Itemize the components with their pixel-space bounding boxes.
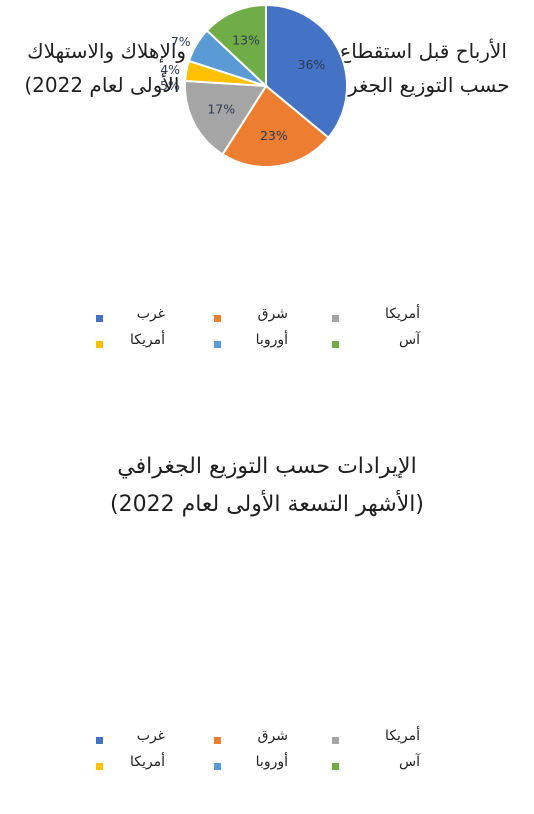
legend-swatch bbox=[214, 737, 221, 744]
revenue-chart: الإيرادات حسب التوزيع الجغرافي (الأشهر ا… bbox=[0, 440, 534, 814]
data-label: 5% bbox=[160, 78, 180, 93]
legend-label: آس bbox=[399, 754, 420, 770]
legend-label: أمريكا bbox=[384, 728, 420, 744]
revenue-legend: غرب شرق أمريكا أمريكا أوروبا آس bbox=[0, 722, 534, 782]
legend-label: أمريكا bbox=[129, 754, 165, 770]
data-label: 13% bbox=[232, 32, 260, 47]
legend-swatch bbox=[96, 737, 103, 744]
legend-label: أوروبا bbox=[255, 332, 288, 348]
legend-swatch bbox=[214, 341, 221, 348]
legend-swatch bbox=[96, 763, 103, 770]
chart-title: الإيرادات حسب التوزيع الجغرافي (الأشهر ا… bbox=[0, 440, 534, 524]
data-label: 36% bbox=[298, 57, 326, 72]
title-line-1: الإيرادات حسب التوزيع الجغرافي bbox=[117, 454, 417, 479]
pie-slice bbox=[221, 84, 330, 168]
legend-label: آس bbox=[399, 332, 420, 348]
legend-swatch bbox=[96, 341, 103, 348]
legend-label: أمريكا bbox=[384, 306, 420, 322]
pie-slice bbox=[205, 3, 267, 89]
data-label: 7% bbox=[171, 34, 191, 49]
pie-slice bbox=[265, 3, 348, 140]
legend-label: شرق bbox=[257, 728, 288, 744]
legend-swatch bbox=[332, 737, 339, 744]
legend-swatch bbox=[96, 315, 103, 322]
legend-swatch bbox=[214, 763, 221, 770]
data-label: 17% bbox=[207, 101, 235, 116]
legend-swatch bbox=[332, 341, 339, 348]
data-label: 4% bbox=[160, 62, 180, 77]
legend-label: غرب bbox=[136, 306, 165, 322]
revenue-pie: 36% 23% 17% 4% 7% 13% bbox=[160, 3, 348, 168]
legend-swatch bbox=[332, 763, 339, 770]
legend-label: شرق bbox=[257, 306, 288, 322]
pie-slice bbox=[184, 79, 268, 156]
ebitda-legend: غرب شرق أمريكا أمريكا أوروبا آس bbox=[0, 300, 534, 360]
legend-label: أوروبا bbox=[255, 754, 288, 770]
title-line-2: (الأشهر التسعة الأولى لعام 2022) bbox=[110, 492, 424, 517]
legend-label: أمريكا bbox=[129, 332, 165, 348]
legend-swatch bbox=[214, 315, 221, 322]
legend-label: غرب bbox=[136, 728, 165, 744]
data-label: 23% bbox=[260, 128, 288, 143]
legend-swatch bbox=[332, 315, 339, 322]
